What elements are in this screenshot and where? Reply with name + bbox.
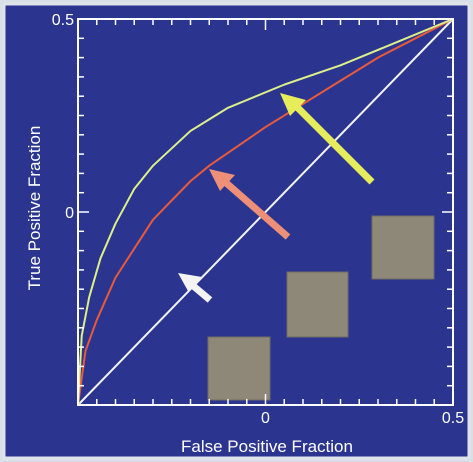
thumbnail-medium-contrast [286, 271, 349, 338]
x-tick-label-0-5: 0.5 [442, 410, 464, 427]
x-tick-label-1: 1 [0, 0, 5, 4]
x-tick-labels: 0 0.5 1 [0, 0, 464, 427]
roc-series-red [77, 18, 454, 406]
x-axis-label: False Positive Fraction [181, 437, 353, 456]
roc-series-chance [77, 18, 454, 406]
white-arrow-icon [178, 273, 213, 303]
yellow-arrow-icon [280, 93, 375, 185]
y-tick-label-0-5: 0.5 [52, 12, 74, 29]
y-axis-label: True Positive Fraction [25, 126, 44, 291]
annotation-arrows [178, 93, 375, 303]
x-tick-label-0: 0 [261, 410, 270, 427]
red-arrow-icon [209, 169, 291, 240]
tick-marks [77, 18, 454, 406]
roc-series-yellow [77, 18, 454, 406]
y-tick-label-0: 0 [65, 205, 74, 222]
thumbnail-high-contrast [371, 215, 435, 280]
image-thumbnails [207, 215, 435, 401]
roc-curves [77, 18, 454, 406]
thumbnail-low-contrast [207, 336, 271, 401]
